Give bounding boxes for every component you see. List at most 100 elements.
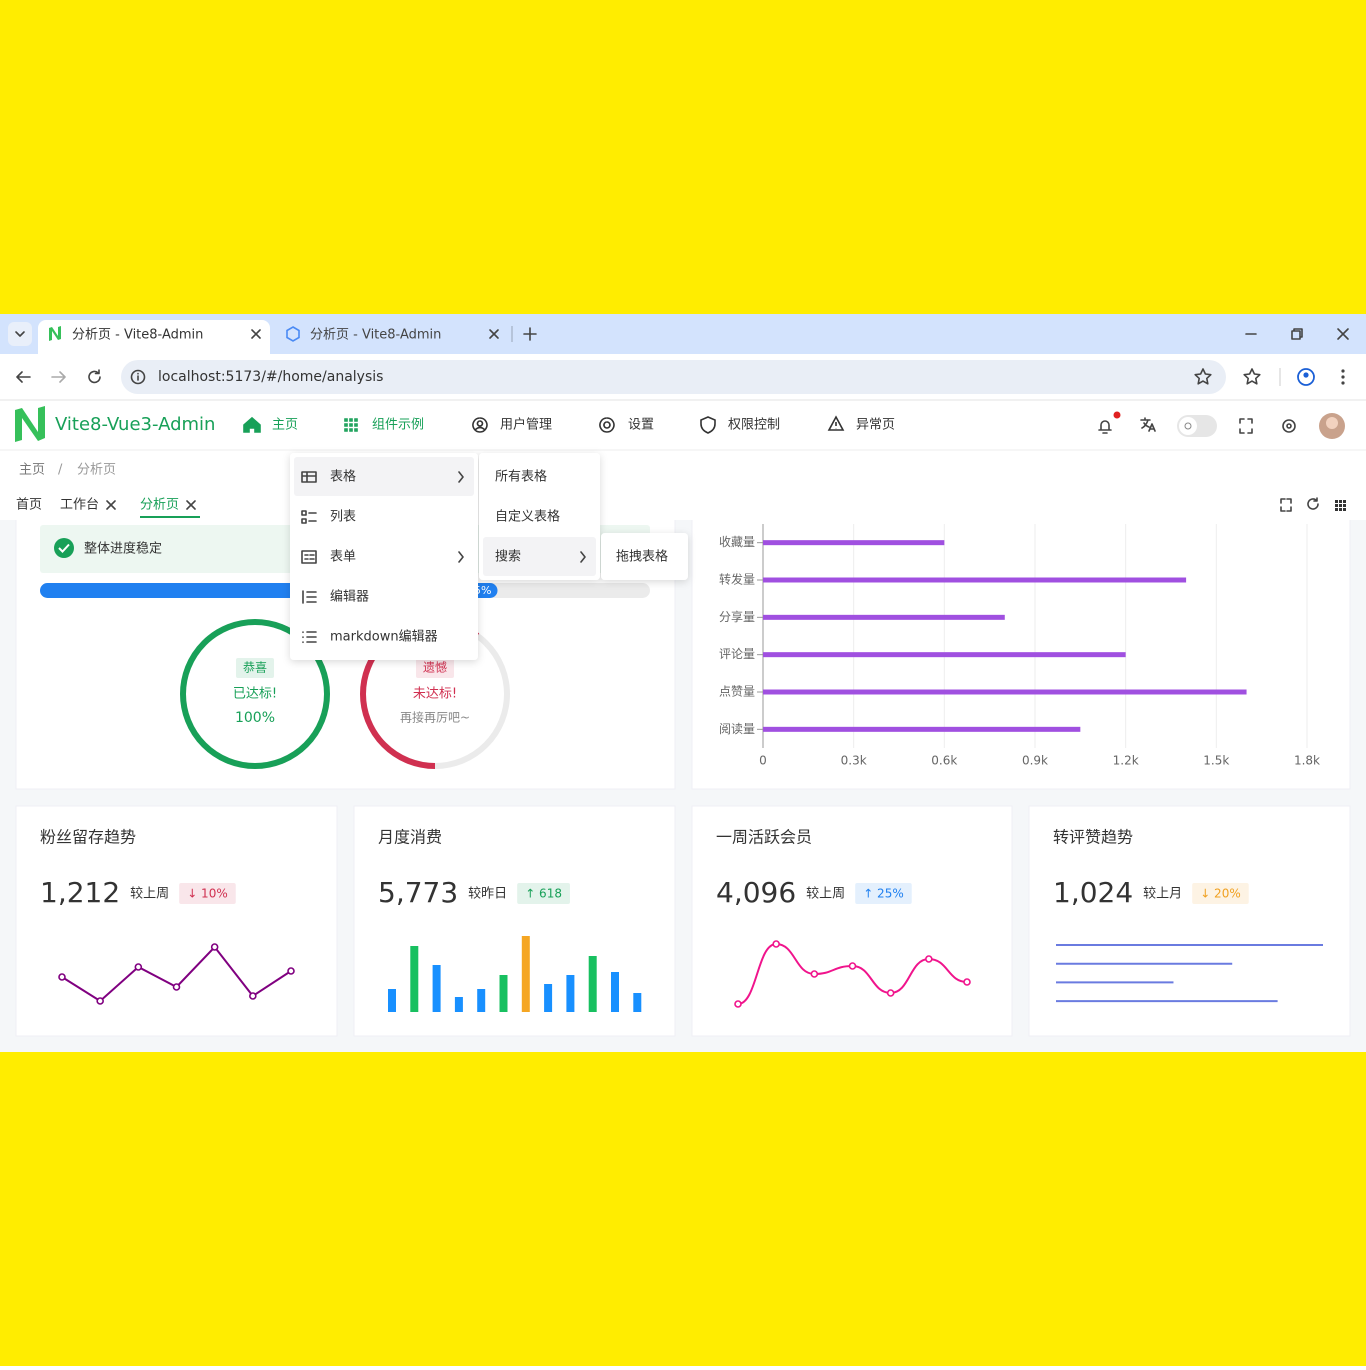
card-title: 一周活跃会员 <box>716 828 812 847</box>
dropdown <box>290 453 478 660</box>
page-tab[interactable]: 首页 <box>16 498 42 513</box>
submenu-item[interactable]: 自定义表格 <box>495 509 560 525</box>
y-tick-label: 阅读量 <box>719 722 755 736</box>
point <box>287 967 295 975</box>
nav-item[interactable]: 异常页 <box>856 418 895 433</box>
compare-label: 较上周 <box>130 887 169 902</box>
menu-icons <box>301 471 586 644</box>
browser-tab-title[interactable]: 分析页 - Vite8-Admin <box>310 328 441 343</box>
compare-label: 较上周 <box>806 887 845 902</box>
bar <box>763 726 1081 732</box>
point <box>249 992 257 1000</box>
badge <box>517 883 570 904</box>
point <box>886 989 895 997</box>
settings-icon[interactable] <box>1282 419 1296 433</box>
menu-item[interactable]: markdown编辑器 <box>330 630 438 645</box>
favicon <box>286 326 300 342</box>
point <box>772 940 780 948</box>
translate-icon[interactable] <box>1140 417 1156 432</box>
menu-item[interactable]: 列表 <box>330 510 356 525</box>
reload[interactable] <box>88 369 101 384</box>
new-tab[interactable] <box>523 327 537 341</box>
point <box>58 973 66 981</box>
maximize-icon[interactable] <box>1280 498 1292 512</box>
submenu-item[interactable]: 搜索 <box>495 550 521 565</box>
submenu-item[interactable]: 拖拽表格 <box>616 549 668 565</box>
point <box>963 978 971 986</box>
ring-note: 再接再厉吧~ <box>400 710 470 725</box>
rect-shape <box>1343 508 1346 511</box>
settings-icon-center <box>1286 423 1292 429</box>
breadcrumb-item[interactable]: 主页 <box>19 463 45 478</box>
nav-item[interactable]: 主页 <box>272 418 298 433</box>
bar <box>432 965 441 1012</box>
nav[interactable]: 主页 组件示例 用户管理 设置 权限控制 异常页 <box>243 415 895 434</box>
fullscreen-icon[interactable] <box>1239 418 1253 434</box>
back[interactable] <box>16 371 31 383</box>
reload-icon[interactable] <box>1307 497 1319 510</box>
favicon <box>49 326 61 341</box>
x-tick-label: 1.5k <box>1203 754 1229 768</box>
nav-icon <box>243 416 261 433</box>
badge-text: ↑ 25% <box>863 887 904 901</box>
nav-icon <box>827 415 845 431</box>
bookmarks[interactable] <box>1243 368 1261 385</box>
path-shape <box>301 471 317 483</box>
ring-status: 未达标! <box>413 687 457 702</box>
menu[interactable] <box>1341 369 1345 385</box>
x-tick-label: 0.9k <box>1022 754 1048 768</box>
tab-search[interactable] <box>8 322 32 346</box>
rect-shape <box>1335 508 1338 511</box>
path-shape <box>301 510 317 524</box>
bar <box>499 975 508 1012</box>
nav-item[interactable]: 权限控制 <box>728 417 780 433</box>
tab-close[interactable] <box>489 329 499 339</box>
point <box>734 1000 742 1008</box>
bar <box>633 993 642 1012</box>
breadcrumb-item[interactable]: 分析页 <box>77 463 116 478</box>
tag-text: 遗憾 <box>423 661 447 675</box>
page-tab[interactable]: 工作台 <box>60 498 99 513</box>
tag-text: 恭喜 <box>243 661 267 675</box>
bar <box>763 614 1005 620</box>
rect-shape <box>1335 500 1338 503</box>
bookmark[interactable] <box>1194 368 1212 385</box>
menu-hover <box>483 537 596 576</box>
tab-close[interactable] <box>106 500 116 510</box>
rect-shape <box>1339 504 1342 507</box>
alert-text: 整体进度稳定 <box>84 541 162 557</box>
tab-close[interactable] <box>186 500 196 510</box>
nav-icon <box>344 418 358 432</box>
forward[interactable] <box>51 371 66 383</box>
bell-icon[interactable] <box>1098 420 1112 434</box>
menu-item[interactable]: 表格 <box>330 469 356 485</box>
nav-item[interactable]: 设置 <box>628 418 654 433</box>
x-tick-label: 0.6k <box>931 754 957 768</box>
card-title: 粉丝留存趋势 <box>40 828 136 847</box>
card-title: 月度消费 <box>378 828 442 847</box>
grid-icon[interactable] <box>1335 500 1346 511</box>
restore[interactable] <box>1291 328 1303 340</box>
browser-tab-active[interactable] <box>38 320 270 354</box>
menu-item[interactable]: 表单 <box>330 550 356 565</box>
circle-shape <box>1341 375 1345 379</box>
rect-shape <box>1343 504 1346 507</box>
omnibox[interactable] <box>121 360 1226 394</box>
nav-item[interactable]: 组件示例 <box>372 418 424 433</box>
tab-close[interactable] <box>251 329 261 339</box>
x-tick-label: 0.3k <box>841 754 867 768</box>
nav-item[interactable]: 用户管理 <box>500 417 552 433</box>
badge-text: ↓ 20% <box>1200 887 1241 901</box>
compare-label: 较昨日 <box>468 887 507 902</box>
submenu-item[interactable]: 所有表格 <box>495 469 547 485</box>
bar <box>410 946 419 1012</box>
url[interactable]: localhost:5173/#/home/analysis <box>158 369 383 385</box>
site-info[interactable] <box>130 369 146 385</box>
profile[interactable] <box>1297 368 1315 386</box>
page-tab-active[interactable]: 分析页 <box>140 498 179 513</box>
badge <box>1192 883 1249 904</box>
menu-item[interactable]: 编辑器 <box>330 590 369 605</box>
y-tick-label: 转发量 <box>719 572 755 587</box>
close-window[interactable] <box>1337 328 1349 340</box>
